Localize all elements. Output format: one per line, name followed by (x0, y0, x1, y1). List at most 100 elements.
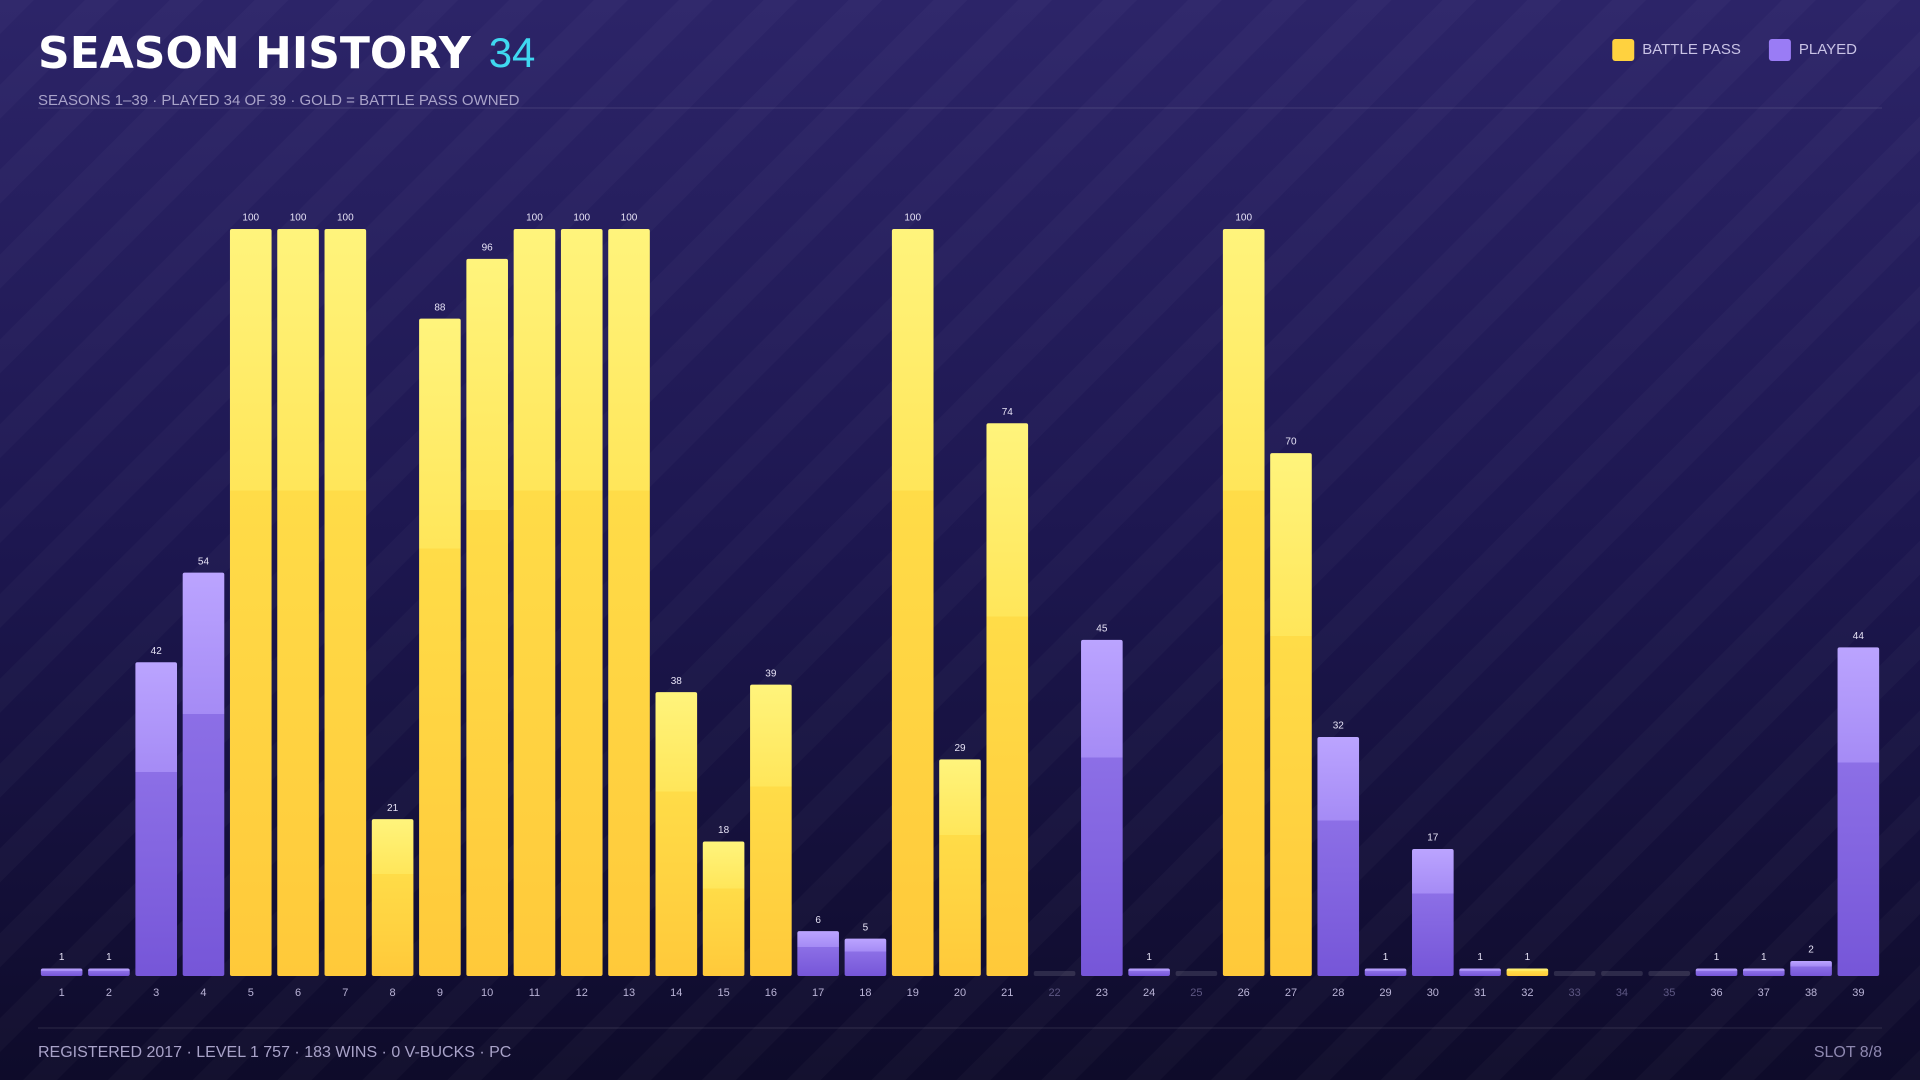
value-label: 100 (242, 213, 259, 224)
x-tick-label: 13 (623, 987, 635, 999)
value-label: 100 (904, 213, 921, 224)
x-tick-label: 22 (1048, 987, 1060, 999)
x-tick-label: 5 (248, 987, 254, 999)
value-label: 44 (1853, 631, 1865, 642)
bar (1459, 968, 1501, 976)
unplayed-stub (1553, 971, 1596, 976)
footer-info: REGISTERED 2017 · LEVEL 1 757 · 183 WINS… (38, 1044, 511, 1061)
value-label: 100 (573, 213, 590, 224)
bar (891, 229, 934, 976)
value-label: 100 (1235, 213, 1252, 224)
x-tick-label: 14 (670, 987, 682, 999)
value-label: 1 (1477, 952, 1483, 963)
value-label: 54 (198, 556, 210, 567)
legend: PLAYED BATTLE PASS (1612, 39, 1857, 61)
x-tick-label: 3 (153, 987, 159, 999)
x-tick-label: 16 (765, 987, 777, 999)
unplayed-stub (1648, 971, 1691, 976)
x-tick-label: 28 (1332, 987, 1344, 999)
title-badge: 34 (489, 29, 536, 76)
x-tick-label: 34 (1616, 987, 1628, 999)
unplayed-stub (1175, 971, 1218, 976)
x-tick-label: 36 (1710, 987, 1722, 999)
bar (1790, 961, 1832, 976)
x-tick-label: 33 (1569, 987, 1581, 999)
value-label: 70 (1285, 437, 1297, 448)
value-label: 45 (1096, 623, 1108, 634)
x-tick-label: 29 (1379, 987, 1391, 999)
value-label: 1 (59, 952, 65, 963)
bar (1317, 736, 1360, 976)
x-tick-label: 23 (1096, 987, 1108, 999)
value-label: 2 (1808, 945, 1814, 956)
bar (419, 318, 461, 976)
x-tick-label: 10 (481, 987, 493, 999)
value-label: 100 (290, 213, 307, 224)
value-label: 18 (718, 825, 730, 836)
value-label: 42 (151, 646, 163, 657)
x-tick-label: 37 (1758, 987, 1770, 999)
x-tick-label: 30 (1427, 987, 1439, 999)
bar (135, 662, 178, 976)
x-tick-label: 38 (1805, 987, 1817, 999)
legend-label: PLAYED (1799, 41, 1857, 58)
value-label: 32 (1333, 721, 1345, 732)
bar (324, 229, 367, 976)
x-tick-label: 1 (59, 987, 65, 999)
bar (797, 931, 839, 976)
legend-swatch (1612, 39, 1635, 61)
x-tick-label: 9 (437, 987, 443, 999)
value-label: 100 (526, 213, 543, 224)
bar (1222, 229, 1265, 976)
x-tick-label: 24 (1143, 987, 1155, 999)
unplayed-stub (1033, 971, 1076, 976)
value-label: 17 (1427, 833, 1439, 844)
bar (1128, 968, 1170, 976)
bar (1270, 453, 1312, 977)
bar (1081, 639, 1123, 976)
bar (939, 759, 981, 976)
bar (466, 258, 508, 976)
footer-slot: SLOT 8/8 (1814, 1044, 1882, 1061)
x-tick-label: 21 (1001, 987, 1013, 999)
x-tick-label: 4 (200, 987, 206, 999)
value-label: 1 (1383, 952, 1389, 963)
bar (1742, 968, 1785, 976)
chart-title: SEASON HISTORY (38, 28, 472, 79)
x-tick-label: 26 (1238, 987, 1250, 999)
x-tick-label: 19 (907, 987, 919, 999)
bar (1364, 968, 1407, 976)
value-label: 29 (954, 743, 966, 754)
bar (1695, 968, 1738, 976)
value-label: 1 (1714, 952, 1720, 963)
x-tick-label: 18 (859, 987, 871, 999)
value-label: 100 (621, 213, 638, 224)
bar (750, 684, 792, 976)
bar (182, 572, 225, 976)
unplayed-stub (1601, 971, 1643, 976)
x-tick-label: 7 (342, 987, 348, 999)
x-tick-label: 17 (812, 987, 824, 999)
bar (371, 819, 414, 976)
value-label: 74 (1002, 407, 1014, 418)
bar (1837, 647, 1880, 976)
x-tick-label: 32 (1521, 987, 1533, 999)
legend-label: BATTLE PASS (1642, 41, 1741, 58)
x-tick-label: 39 (1852, 987, 1864, 999)
x-tick-label: 25 (1190, 987, 1202, 999)
bar (513, 229, 556, 976)
value-label: 1 (1761, 952, 1767, 963)
x-tick-label: 2 (106, 987, 112, 999)
bar (1506, 968, 1549, 976)
bar (560, 229, 603, 976)
value-label: 100 (337, 213, 354, 224)
bar (229, 229, 272, 976)
bar (1412, 849, 1454, 976)
x-tick-label: 8 (390, 987, 396, 999)
value-label: 38 (671, 676, 683, 687)
value-label: 88 (434, 302, 446, 313)
value-label: 1 (106, 952, 112, 963)
x-tick-label: 31 (1474, 987, 1486, 999)
